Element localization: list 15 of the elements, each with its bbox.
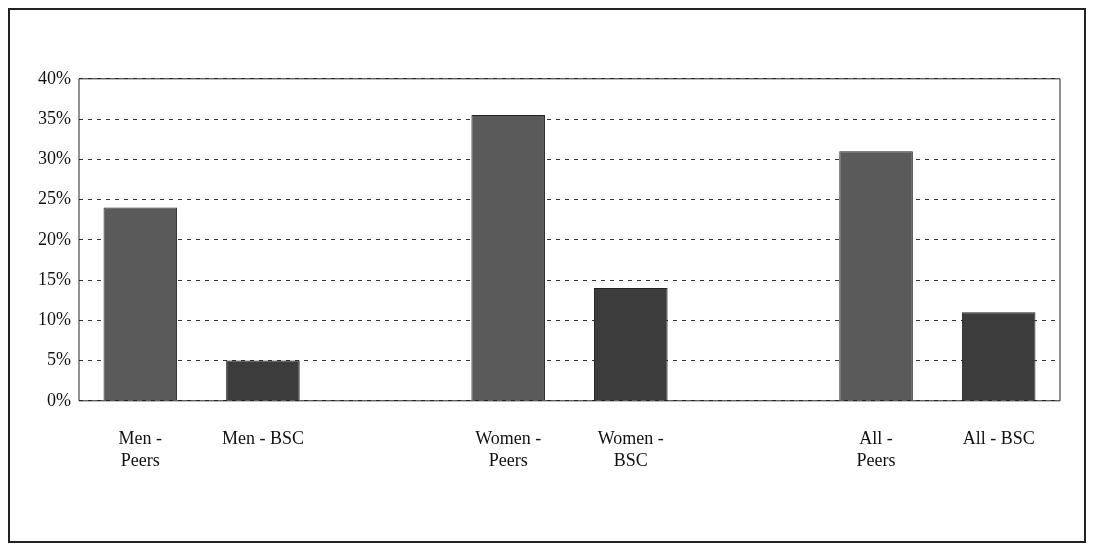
y-tick-label: 40% <box>37 67 71 88</box>
x-tick-label: All - Peers <box>856 428 896 470</box>
y-tick-label: 20% <box>37 228 71 249</box>
x-tick-label: Women - BSC <box>597 428 664 470</box>
y-tick-label: 25% <box>37 188 71 209</box>
y-tick-label: 0% <box>46 389 71 410</box>
y-tick-label: 10% <box>37 309 71 330</box>
y-tick-label: 30% <box>37 148 71 169</box>
x-tick-label: Men - BSC <box>221 428 304 449</box>
x-tick-label: All - BSC <box>962 428 1035 449</box>
y-tick-label: 15% <box>37 268 71 289</box>
x-tick-label: Women - Peers <box>475 428 542 470</box>
y-tick-label: 5% <box>46 349 71 370</box>
y-tick-label: 35% <box>37 107 71 128</box>
x-tick-label: Men - Peers <box>118 428 163 470</box>
